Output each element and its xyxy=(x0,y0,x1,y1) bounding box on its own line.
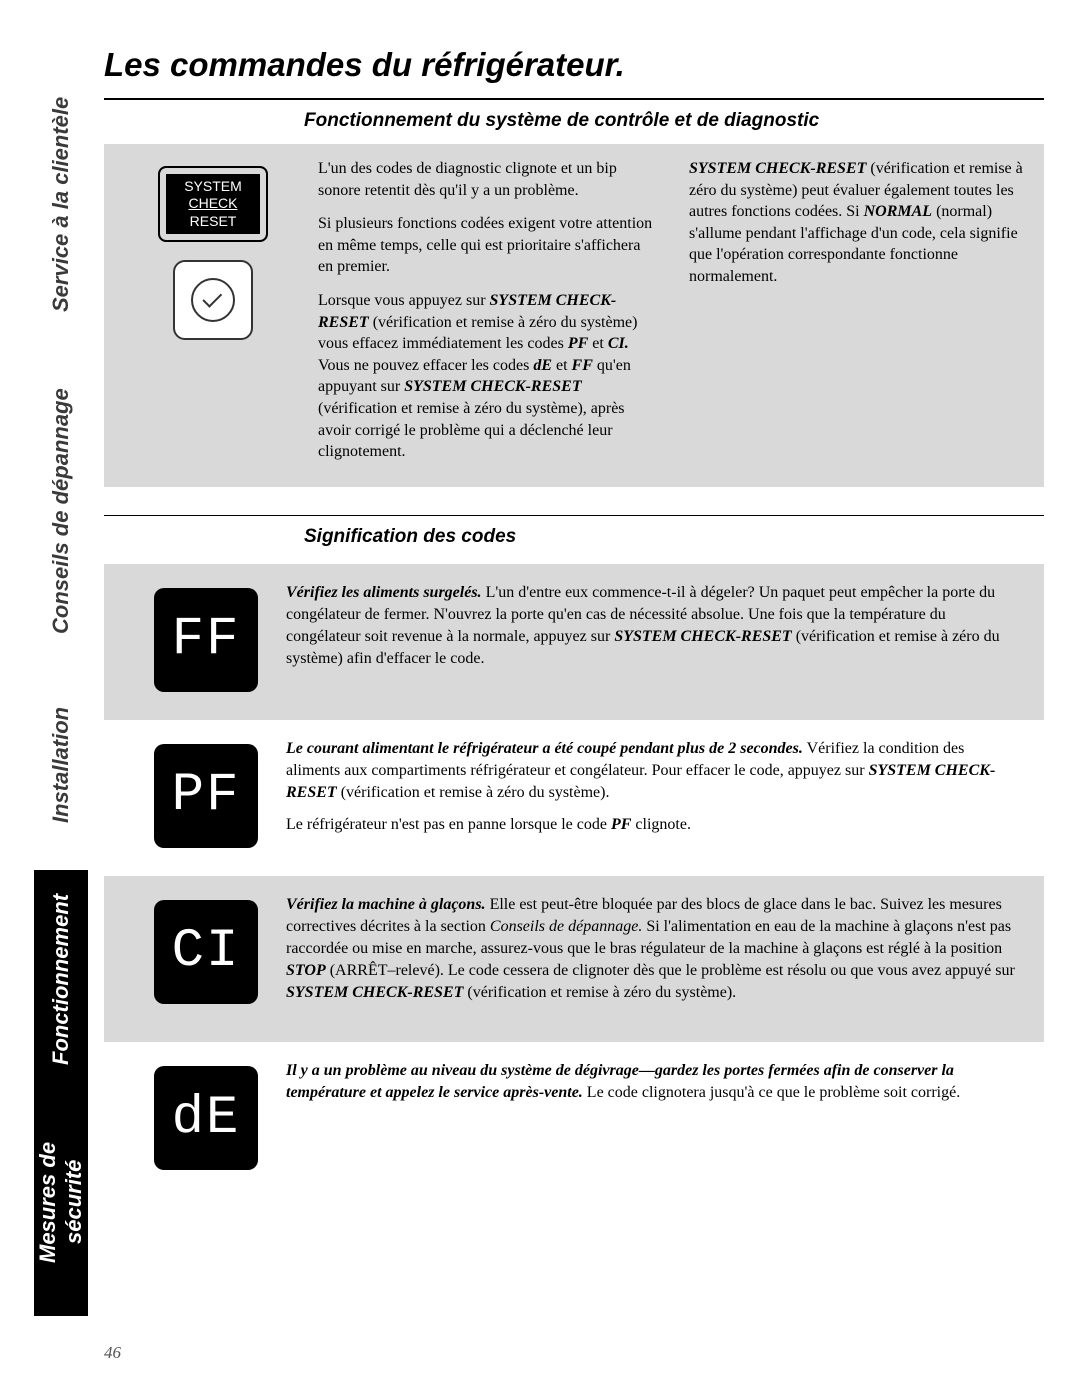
sidebar: Mesures de sécurité Fonctionnement Insta… xyxy=(34,46,88,1316)
t: CI. xyxy=(608,335,629,352)
t: SYSTEM CHECK-RESET xyxy=(404,378,581,395)
code-row-de: dE Il y a un problème au niveau du systè… xyxy=(104,1042,1044,1198)
t: SYSTEM CHECK-RESET xyxy=(286,984,463,1001)
code-text-de: Il y a un problème au niveau du système … xyxy=(286,1060,1028,1114)
t: STOP xyxy=(286,962,326,979)
code-row-pf: PF Le courant alimentant le réfrigérateu… xyxy=(104,720,1044,876)
t: Le code clignotera jusqu'à ce que le pro… xyxy=(583,1084,960,1101)
section1-title: Fonctionnement du système de contrôle et… xyxy=(304,110,1044,132)
content: Les commandes du réfrigérateur. Fonction… xyxy=(104,46,1044,1198)
section2-title: Signification des codes xyxy=(304,526,1044,548)
t: Le réfrigérateur n'est pas en panne lors… xyxy=(286,816,611,833)
t: Vérifiez les aliments surgelés. xyxy=(286,584,482,601)
t: et xyxy=(588,335,608,352)
s1-left-p3: Lorsque vous appuyez sur SYSTEM CHECK-RE… xyxy=(318,290,659,463)
section1-right-col: SYSTEM CHECK-RESET (vérification et remi… xyxy=(689,158,1030,463)
t: NORMAL xyxy=(864,203,932,220)
t: dE xyxy=(533,357,552,374)
t: (ARRÊT–relevé). Le code cessera de clign… xyxy=(326,962,1015,979)
t: Conseils de dépannage. xyxy=(490,918,642,935)
code-text-pf: Le courant alimentant le réfrigérateur a… xyxy=(286,738,1028,846)
t: PF xyxy=(611,816,631,833)
t: (vérification et remise à zéro du systèm… xyxy=(337,784,610,801)
s1-right-p1: SYSTEM CHECK-RESET (vérification et remi… xyxy=(689,158,1030,288)
t: Vérifiez la machine à glaçons. xyxy=(286,896,486,913)
t: (vérification et remise à zéro du systèm… xyxy=(463,984,736,1001)
system-check-reset-button-illustration: SYSTEM CHECK RESET xyxy=(158,166,268,242)
t: SYSTEM CHECK-RESET xyxy=(614,628,791,645)
code-row-ci: CI Vérifiez la machine à glaçons. Elle e… xyxy=(104,876,1044,1042)
page-title: Les commandes du réfrigérateur. xyxy=(104,46,1044,84)
confirm-circle-illustration xyxy=(173,260,253,340)
illustration-column: SYSTEM CHECK RESET xyxy=(118,158,308,340)
sys-line3: RESET xyxy=(190,213,237,231)
code-icon-ff: FF xyxy=(154,588,258,692)
t: SYSTEM CHECK-RESET xyxy=(689,160,866,177)
rule-thick xyxy=(104,98,1044,100)
codes-area: FF Vérifiez les aliments surgelés. L'un … xyxy=(104,560,1044,1198)
t: FF xyxy=(572,357,593,374)
side-tab-mesures[interactable]: Mesures de sécurité xyxy=(34,1088,88,1316)
code-text-ff: Vérifiez les aliments surgelés. L'un d'e… xyxy=(286,582,1028,680)
s1-left-p2: Si plusieurs fonctions codées exigent vo… xyxy=(318,213,659,278)
t: et xyxy=(552,357,572,374)
section1-left-col: L'un des codes de diagnostic clignote et… xyxy=(318,158,659,463)
code-row-ff: FF Vérifiez les aliments surgelés. L'un … xyxy=(104,564,1044,720)
code-icon-ci: CI xyxy=(154,900,258,1004)
page-number: 46 xyxy=(104,1343,121,1363)
t: PF xyxy=(568,335,588,352)
code-text-ci: Vérifiez la machine à glaçons. Elle est … xyxy=(286,894,1028,1014)
t: (vérification et remise à zéro du systèm… xyxy=(318,400,625,460)
t: clignote. xyxy=(631,816,691,833)
section1-columns: L'un des codes de diagnostic clignote et… xyxy=(318,158,1030,463)
side-tab-service[interactable]: Service à la clientèle xyxy=(34,46,88,362)
sys-line1: SYSTEM xyxy=(184,178,242,196)
sys-line2: CHECK xyxy=(188,195,237,213)
side-tab-fonction[interactable]: Fonctionnement xyxy=(34,870,88,1088)
s1-left-p1: L'un des codes de diagnostic clignote et… xyxy=(318,158,659,201)
code-icon-pf: PF xyxy=(154,744,258,848)
rule-thin xyxy=(104,515,1044,516)
t: Le courant alimentant le réfrigérateur a… xyxy=(286,740,803,757)
code-icon-de: dE xyxy=(154,1066,258,1170)
t: Vous ne pouvez effacer les codes xyxy=(318,357,533,374)
section1-graybox: SYSTEM CHECK RESET L'un des codes de dia… xyxy=(104,144,1044,487)
side-tab-depannage[interactable]: Conseils de dépannage xyxy=(34,362,88,660)
t: Lorsque vous appuyez sur xyxy=(318,292,490,309)
side-tab-install[interactable]: Installation xyxy=(34,660,88,870)
